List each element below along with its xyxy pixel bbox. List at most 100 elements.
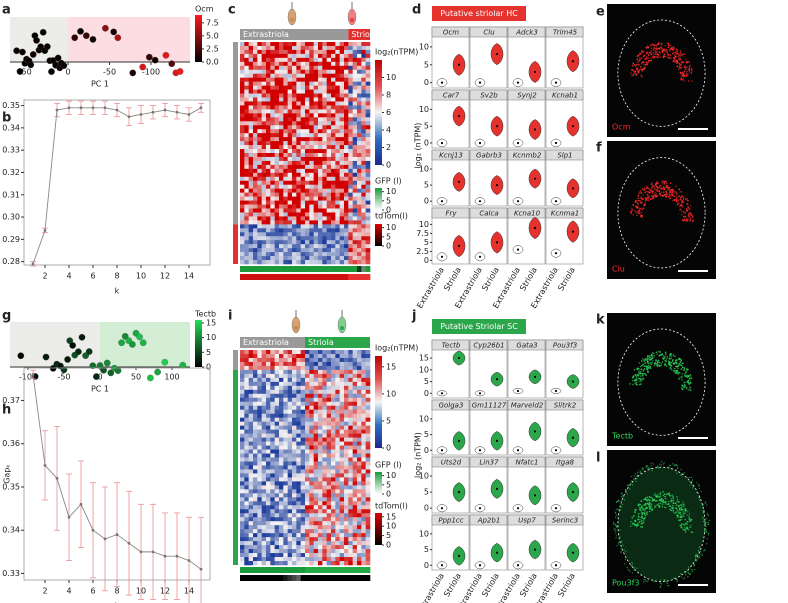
- heatmap-cell: [257, 180, 262, 186]
- heatmap-cell: [352, 204, 358, 209]
- cell-signal: [677, 202, 680, 205]
- heatmap-cell: [300, 153, 306, 158]
- heatmap-cell: [287, 260, 293, 265]
- cell-signal: [672, 60, 675, 62]
- heatmap-cell: [274, 489, 280, 494]
- heatmap-cell: [287, 521, 293, 526]
- heatmap-cell: [365, 42, 371, 47]
- heatmap-cell: [270, 397, 275, 403]
- heatmap-cell: [287, 256, 293, 261]
- tdtom-strip: [318, 274, 323, 280]
- heatmap-cell: [357, 208, 362, 213]
- heatmap-cell: [309, 145, 314, 150]
- heatmap-cell: [318, 89, 323, 94]
- heatmap-cell: [300, 385, 306, 391]
- heatmap-cell: [352, 65, 358, 71]
- heatmap-cell: [261, 216, 267, 221]
- heatmap-cell: [266, 89, 271, 94]
- heatmap-cell: [348, 232, 353, 237]
- gfp-strip: [257, 266, 262, 272]
- heatmap-cell: [352, 244, 358, 249]
- heatmap-cell: [283, 369, 288, 375]
- heatmap-cell: [365, 369, 371, 375]
- heatmap-cell: [248, 133, 254, 138]
- heatmap-cell: [344, 168, 349, 174]
- heatmap-cell: [357, 125, 362, 130]
- heatmap-cell: [348, 240, 353, 245]
- cell-signal: [675, 196, 678, 199]
- gene-box: [431, 149, 470, 161]
- heatmap-cell: [270, 172, 275, 178]
- heatmap-cell: [348, 224, 353, 229]
- heatmap-cell: [279, 401, 284, 407]
- heatmap-cell: [257, 365, 262, 371]
- heatmap-cell: [309, 109, 314, 114]
- colorbar-tick-label: 0: [386, 490, 391, 499]
- heatmap-cell: [300, 545, 306, 550]
- cell-signal: [655, 188, 657, 191]
- heatmap-cell: [274, 125, 280, 130]
- heatmap-cell: [344, 117, 349, 122]
- heatmap-cell: [322, 469, 327, 474]
- heatmap-cell: [253, 69, 258, 75]
- heatmap-cell: [274, 561, 280, 566]
- heatmap-cell: [287, 73, 293, 78]
- heatmap-cell: [257, 232, 262, 237]
- data-point: [27, 61, 35, 69]
- heatmap-cell: [352, 149, 358, 154]
- heatmap-cell: [287, 377, 293, 383]
- heatmap-cell: [266, 553, 271, 558]
- heatmap-cell: [344, 517, 349, 522]
- heatmap-cell: [270, 489, 275, 494]
- heatmap-cell: [322, 172, 327, 178]
- heatmap-cell: [300, 53, 306, 59]
- heatmap-cell: [257, 481, 262, 486]
- heatmap-cell: [348, 200, 353, 205]
- heatmap-cell: [300, 196, 306, 201]
- heatmap-cell: [244, 485, 249, 490]
- heatmap-cell: [292, 417, 297, 422]
- median-dot: [533, 70, 537, 74]
- heatmap-cell: [274, 529, 280, 534]
- gfp-strip: [296, 266, 301, 272]
- heatmap-cell: [292, 57, 297, 63]
- heatmap-cell: [240, 477, 245, 482]
- cell-signal: [653, 188, 656, 190]
- heatmap-cell: [296, 220, 301, 225]
- heatmap-cell: [283, 413, 288, 418]
- heatmap-cell: [266, 421, 271, 426]
- heatmap-cell: [326, 105, 332, 110]
- cell-signal: [635, 68, 638, 70]
- heatmap-cell: [283, 541, 288, 546]
- heatmap-cell: [313, 425, 319, 430]
- heatmap-cell: [279, 393, 284, 399]
- heatmap-cell: [309, 172, 314, 178]
- cell-signal: [687, 218, 690, 220]
- heatmap-cell: [248, 256, 254, 261]
- heatmap-cell: [339, 509, 345, 514]
- cell-signal: [655, 185, 658, 187]
- heatmap-cell: [248, 469, 254, 474]
- heatmap-cell: [266, 256, 271, 261]
- heatmap-cell: [292, 216, 297, 221]
- heatmap-cell: [313, 473, 319, 478]
- heatmap-cell: [279, 53, 284, 59]
- heatmap-cell: [352, 133, 358, 138]
- heatmap-cell: [296, 441, 301, 446]
- cell-signal: [645, 56, 648, 58]
- heatmap-cell: [313, 149, 319, 154]
- heatmap-cell: [248, 365, 254, 371]
- cell-signal: [690, 213, 693, 215]
- heatmap-cell: [305, 260, 310, 265]
- heatmap-cell: [270, 216, 275, 221]
- heatmap-cell: [292, 153, 297, 158]
- heatmap-cell: [296, 381, 301, 387]
- heatmap-cell: [309, 53, 314, 59]
- heatmap-cell: [348, 465, 353, 470]
- heatmap-cell: [253, 449, 258, 454]
- heatmap-cell: [322, 69, 327, 75]
- heatmap-cell: [248, 361, 254, 367]
- heatmap-cell: [322, 93, 327, 98]
- heatmap-cell: [318, 445, 323, 450]
- cell-signal: [650, 191, 652, 193]
